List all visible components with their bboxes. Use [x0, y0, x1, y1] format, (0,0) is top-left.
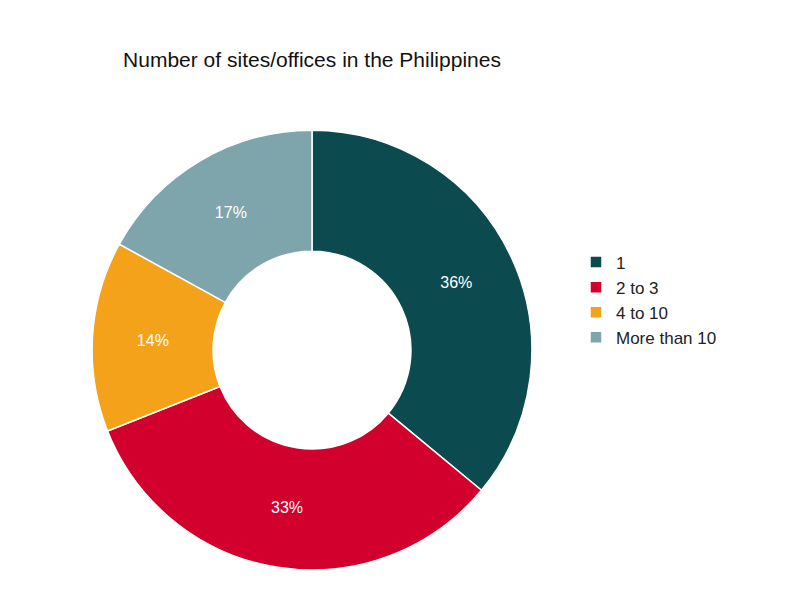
svg-text:14%: 14%: [137, 332, 169, 349]
svg-text:17%: 17%: [215, 204, 247, 221]
svg-text:33%: 33%: [271, 499, 303, 516]
svg-text:More than 10: More than 10: [616, 329, 716, 348]
svg-text:36%: 36%: [440, 274, 472, 291]
svg-text:1: 1: [616, 254, 625, 273]
svg-text:4 to 10: 4 to 10: [616, 304, 668, 323]
svg-text:2 to 3: 2 to 3: [616, 279, 659, 298]
svg-text:Number of sites/offices in the: Number of sites/offices in the Philippin…: [123, 48, 501, 71]
